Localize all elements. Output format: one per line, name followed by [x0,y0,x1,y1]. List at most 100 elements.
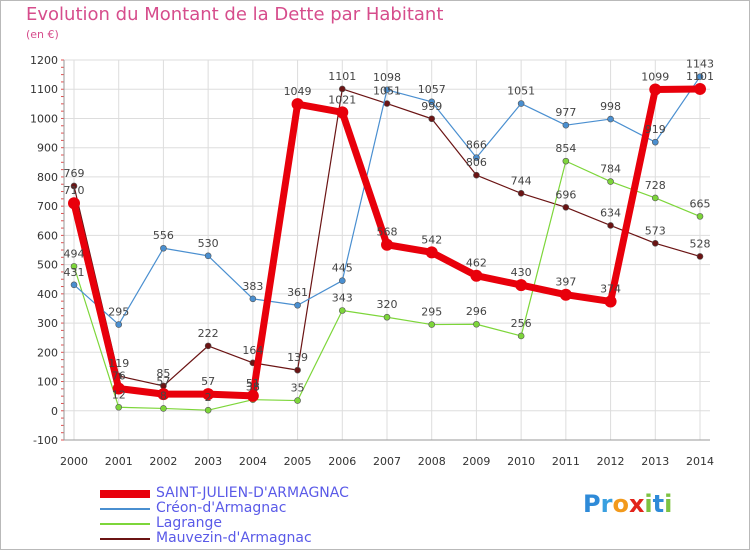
y-tick-label: 700 [37,200,58,213]
data-point [562,121,570,129]
data-point [607,115,614,123]
data-point [157,388,170,401]
data-label: 320 [377,298,398,311]
y-tick-label: 800 [37,171,58,184]
legend-swatch [100,523,150,525]
data-label: 8 [160,389,167,402]
x-tick-label: 2011 [552,455,580,468]
x-tick-label: 2009 [462,455,490,468]
data-point [291,98,304,111]
data-label: 343 [332,292,353,305]
data-point [294,366,301,374]
x-tick-label: 2008 [418,455,446,468]
data-point [115,321,123,328]
data-point [160,405,167,412]
data-point [204,342,212,350]
y-tick-label: 200 [37,346,58,359]
data-label: 1101 [328,70,356,83]
data-point [473,154,480,161]
legend-label: Mauvezin-d'Armagnac [156,530,312,546]
line-chart: -100 0 100 200 300 400 500 600 700 800 900 1000 1100… [30,54,714,468]
data-label: 854 [555,142,576,155]
y-tick-label: 0 [51,405,58,418]
y-tick-label: -100 [33,434,58,447]
logo-text: Proxiti [583,490,673,518]
legend-swatch [100,490,150,498]
data-label: 1101 [686,70,714,83]
data-point [696,73,704,80]
data-point [338,85,346,93]
legend-label: Créon-d'Armagnac [156,500,287,516]
data-point [428,115,436,123]
data-label: 1098 [373,71,401,84]
data-label: 556 [153,229,174,242]
data-point [383,313,391,321]
legend-item: Mauvezin-d'Armagnac [100,530,400,547]
data-label: 1057 [418,83,446,96]
legend-label: SAINT-JULIEN-D'ARMAGNAC [156,485,349,501]
data-label: 139 [287,351,308,364]
x-tick-label: 2004 [239,455,267,468]
data-point [559,288,572,301]
data-label: 710 [64,184,85,197]
data-label: 57 [156,375,170,388]
data-label: 1021 [328,93,356,106]
data-point [338,307,346,314]
data-label: 296 [466,305,487,318]
data-point [338,277,346,284]
data-label: 769 [64,167,85,180]
chart-title: Evolution du Montant de la Dette par Hab… [26,4,444,25]
legend-swatch [100,538,150,540]
data-point [696,213,704,220]
data-point [607,222,614,229]
x-tick-label: 2007 [373,455,401,468]
data-label: 462 [466,257,487,270]
data-point [649,83,662,96]
data-label: 222 [198,327,219,340]
y-tick-label: 900 [37,142,58,155]
data-label: 542 [421,233,442,246]
data-point [336,106,349,119]
data-point [651,239,659,247]
data-point [70,263,78,270]
data-label: 1099 [641,71,669,84]
data-label: 12 [112,388,126,401]
data-label: 51 [246,377,260,390]
data-point [70,281,78,289]
y-tick-label: 300 [37,317,58,330]
data-label: 397 [555,276,576,289]
data-label: 295 [108,306,129,319]
data-label: 361 [287,286,308,299]
data-label: 76 [112,370,126,383]
data-point [604,295,617,308]
data-label: 57 [201,375,215,388]
data-point [428,98,436,106]
data-label: 634 [600,206,621,219]
data-label: 164 [242,344,263,357]
data-point [160,244,167,252]
data-point [383,86,391,94]
legend-label: Lagrange [156,515,222,531]
data-point [202,388,215,401]
data-point [696,253,704,260]
data-point [517,332,525,340]
data-label: 85 [156,367,170,380]
data-point [381,238,393,251]
data-label: 728 [645,179,666,192]
data-point [70,182,78,190]
data-label: 1143 [686,58,714,71]
data-label: 696 [555,188,576,201]
x-tick-label: 2005 [284,455,312,468]
data-point [517,100,525,107]
data-label: 445 [332,262,353,275]
chart-subtitle: (en €) [26,28,59,41]
data-point [383,100,391,107]
y-tick-label: 500 [37,259,58,272]
x-tick-label: 2001 [105,455,133,468]
data-point [470,269,483,282]
data-point [115,403,123,411]
data-label: 1051 [373,85,401,98]
x-tick-label: 2002 [149,455,177,468]
data-label: 806 [466,156,487,169]
data-label: 256 [511,317,532,330]
